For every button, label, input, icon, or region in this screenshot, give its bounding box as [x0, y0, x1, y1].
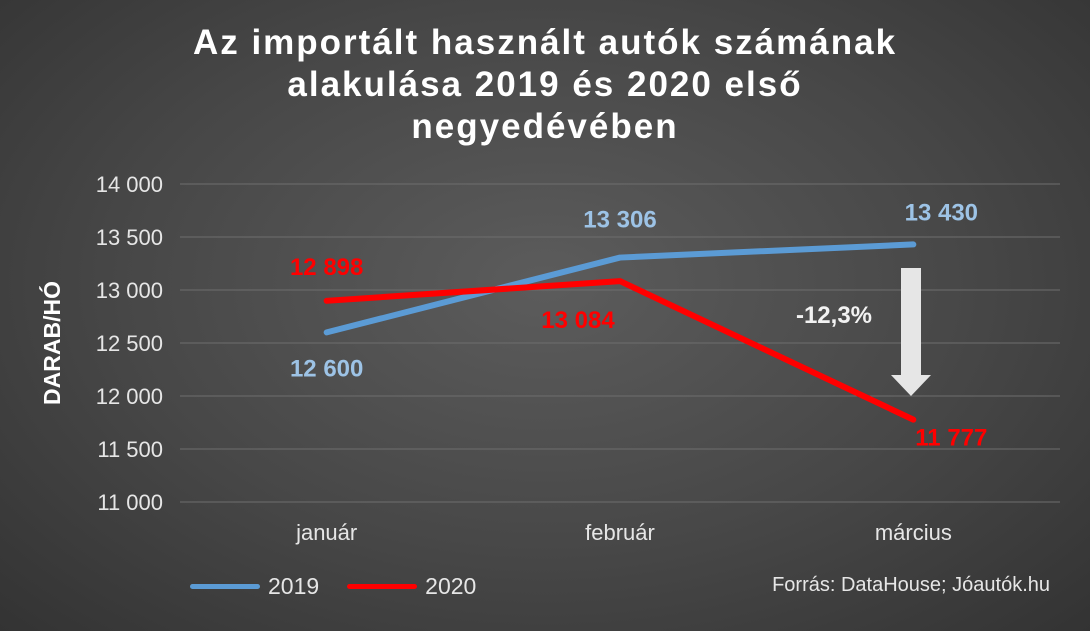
data-label-2020: 11 777: [915, 425, 987, 452]
data-label-2019: 13 306: [583, 207, 656, 234]
y-tick-label: 11 500: [97, 437, 163, 462]
data-label-2019: 12 600: [290, 355, 363, 382]
legend-label-2020: 2020: [425, 572, 477, 599]
chart-title-line-3: negyedévében: [411, 107, 679, 146]
source-note: Forrás: DataHouse; Jóautók.hu: [772, 574, 1050, 596]
chart-title-line-1: Az importált használt autók számának: [192, 23, 898, 62]
x-tick-label: március: [875, 520, 952, 545]
y-axis-title: DARAB/HÓ: [38, 281, 65, 405]
legend: 2019 2020: [190, 568, 504, 604]
chart-title-line-2: alakulása 2019 és 2020 első: [287, 65, 803, 104]
data-label-2020: 12 898: [290, 254, 363, 281]
x-tick-label: január: [295, 520, 357, 545]
series-line-2020: [323, 278, 917, 423]
legend-label-2019: 2019: [268, 572, 320, 599]
y-tick-label: 12 000: [96, 384, 163, 409]
y-tick-label: 13 000: [96, 278, 163, 303]
data-label-2019: 13 430: [905, 199, 978, 226]
y-tick-label: 13 500: [96, 225, 163, 250]
y-tick-label: 12 500: [96, 331, 163, 356]
x-tick-label: február: [585, 520, 655, 545]
data-label-2020: 13 084: [541, 307, 615, 334]
legend-swatch-2020: [347, 583, 418, 589]
series-line-2019: [323, 241, 917, 336]
y-tick-label: 14 000: [96, 172, 163, 197]
decline-arrow: [891, 268, 931, 396]
legend-item-2020: 2020: [347, 573, 476, 600]
legend-swatch-2019: [190, 583, 260, 589]
chart-title: Az importált használt autók számának ala…: [0, 22, 1090, 148]
y-tick-label: 11 000: [97, 490, 163, 515]
legend-item-2019: 2019: [190, 573, 319, 600]
change-annotation: -12,3%: [796, 302, 872, 329]
